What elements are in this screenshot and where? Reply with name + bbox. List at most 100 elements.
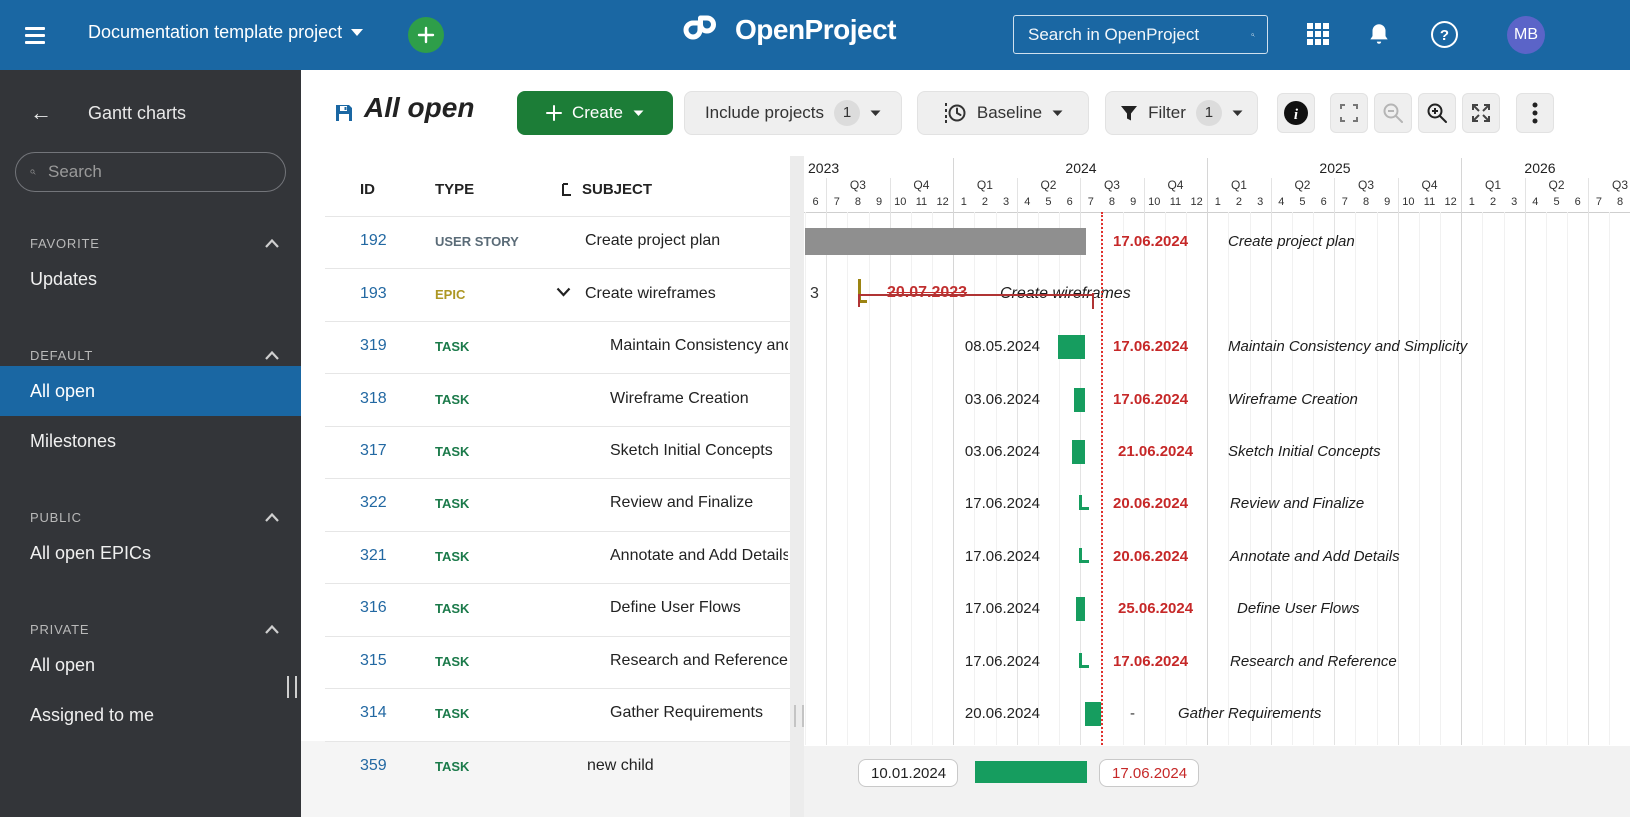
sidebar-search-input[interactable]: [46, 161, 271, 183]
timeline-month-label: 7: [833, 196, 840, 208]
zoom-out-icon: [1383, 103, 1403, 123]
gantt-edit-start-date-pill[interactable]: 10.01.2024: [858, 759, 958, 787]
timeline-gridline: [1249, 212, 1251, 745]
timeline-quarter-label: Q1: [976, 178, 993, 192]
work-package-subject[interactable]: Create project plan: [585, 232, 721, 250]
chevron-down-icon: [1052, 110, 1063, 116]
sidebar-resize-handle[interactable]: [287, 676, 297, 698]
gantt-bar[interactable]: [1076, 597, 1085, 622]
include-projects-button[interactable]: Include projects 1: [684, 91, 902, 135]
work-package-id-link[interactable]: 316: [360, 599, 387, 617]
epic-duration-line[interactable]: [858, 293, 1092, 296]
sidebar-item-assigned-to-me[interactable]: Assigned to me: [30, 705, 155, 725]
sidebar-section-label[interactable]: PUBLIC: [0, 506, 301, 528]
sidebar-search-box[interactable]: [15, 152, 286, 192]
gantt-bar-grouped[interactable]: [805, 228, 1086, 256]
work-package-subject[interactable]: Sketch Initial Concepts: [610, 442, 773, 460]
work-package-subject[interactable]: Review and Finalize: [610, 494, 754, 512]
timeline-month-label: 4: [1024, 196, 1031, 208]
sidebar-item-updates[interactable]: Updates: [30, 269, 98, 289]
work-package-id-link[interactable]: 359: [360, 756, 387, 774]
work-package-id-link[interactable]: 193: [360, 284, 387, 302]
project-selector[interactable]: Documentation template project: [88, 22, 364, 43]
gantt-bar[interactable]: [1085, 702, 1101, 727]
sidebar-section-label[interactable]: FAVORITE: [0, 232, 301, 254]
gantt-edit-bar[interactable]: [975, 761, 1087, 783]
create-button[interactable]: Create: [517, 91, 673, 135]
chevron-down-icon: [351, 29, 364, 36]
chevron-up-icon[interactable]: [265, 624, 279, 634]
chevron-up-icon[interactable]: [265, 350, 279, 360]
openproject-logo-text: OpenProject: [735, 14, 896, 45]
work-package-subject[interactable]: Create wireframes: [585, 284, 716, 302]
collapse-chevron-icon[interactable]: [556, 287, 571, 297]
gantt-bar[interactable]: [1074, 387, 1085, 412]
gantt-clamp-bar[interactable]: [1079, 495, 1089, 511]
gantt-clamp-bar[interactable]: [1079, 652, 1089, 668]
work-package-id-link[interactable]: 315: [360, 651, 387, 669]
work-package-subject[interactable]: Wireframe Creation: [610, 389, 749, 407]
user-avatar[interactable]: MB: [1507, 16, 1545, 54]
divider-drag-handle[interactable]: [794, 705, 804, 727]
table-timeline-divider[interactable]: [790, 156, 804, 817]
hamburger-menu-icon[interactable]: [22, 21, 50, 49]
work-package-id-link[interactable]: 318: [360, 389, 387, 407]
sidebar-section-label[interactable]: DEFAULT: [0, 344, 301, 366]
timeline-month-label: 3: [1511, 196, 1518, 208]
work-package-subject[interactable]: Gather Requirements: [610, 704, 763, 722]
work-package-id-link[interactable]: 192: [360, 232, 387, 250]
zoom-in-button[interactable]: [1418, 93, 1456, 133]
more-options-kebab-button[interactable]: [1516, 93, 1554, 133]
chevron-up-icon[interactable]: [265, 512, 279, 522]
timeline-header-gridline: [1207, 158, 1209, 212]
timeline-gridline: [1355, 212, 1357, 745]
column-header-id[interactable]: ID: [360, 181, 375, 198]
work-package-subject[interactable]: Annotate and Add Details: [610, 546, 788, 564]
work-package-id-link[interactable]: 319: [360, 337, 387, 355]
gantt-bar[interactable]: [1058, 335, 1085, 360]
work-package-id-link[interactable]: 321: [360, 546, 387, 564]
sidebar-item-all-open-epics[interactable]: All open EPICs: [30, 543, 152, 563]
zoom-auto-button[interactable]: [1330, 93, 1368, 133]
gantt-bar-label: Wireframe Creation: [1228, 390, 1358, 408]
filter-button[interactable]: Filter 1: [1105, 91, 1258, 135]
expand-view-button[interactable]: [1462, 93, 1500, 133]
openproject-logo[interactable]: OpenProject: [683, 14, 896, 46]
gantt-end-date: 25.06.2024: [1118, 600, 1194, 618]
column-header-subject[interactable]: SUBJECT: [582, 181, 653, 198]
back-arrow-icon[interactable]: ←: [30, 100, 52, 125]
gantt-clamp-bar[interactable]: [1079, 547, 1089, 563]
work-package-subject[interactable]: Maintain Consistency and Simplicity: [610, 337, 788, 355]
project-title: Documentation template project: [88, 22, 343, 42]
timeline-month-label: 2: [1489, 196, 1497, 208]
table-row-border: [325, 268, 790, 270]
gantt-info-button[interactable]: i: [1277, 93, 1315, 133]
zoom-out-button[interactable]: [1374, 93, 1412, 133]
gantt-bar-label: Gather Requirements: [1178, 705, 1322, 723]
chevron-up-icon[interactable]: [265, 238, 279, 248]
baseline-button[interactable]: Baseline: [917, 91, 1089, 135]
work-package-id-link[interactable]: 314: [360, 704, 387, 722]
help-icon[interactable]: ?: [1430, 20, 1458, 48]
notifications-bell-icon[interactable]: [1366, 21, 1394, 49]
save-view-icon[interactable]: [332, 101, 356, 125]
work-package-subject[interactable]: new child: [587, 756, 654, 774]
gantt-bar[interactable]: [1072, 440, 1085, 465]
work-package-id-link[interactable]: 322: [360, 494, 387, 512]
sidebar-item-milestones[interactable]: Milestones: [30, 431, 117, 451]
gantt-start-date: 17.06.2024: [964, 600, 1040, 618]
work-package-type: EPIC: [435, 286, 466, 302]
sidebar-item-all-open[interactable]: All open: [30, 655, 96, 675]
work-package-id-link[interactable]: 317: [360, 442, 387, 460]
gantt-edit-end-date-pill[interactable]: 17.06.2024: [1099, 759, 1199, 787]
chevron-down-icon: [1232, 110, 1243, 116]
work-package-subject[interactable]: Research and Reference: [610, 651, 788, 669]
work-package-subject[interactable]: Define User Flows: [610, 599, 741, 617]
modules-grid-icon[interactable]: [1305, 21, 1333, 49]
global-search-box[interactable]: [1013, 15, 1268, 54]
global-search-input[interactable]: [1026, 23, 1251, 46]
global-add-button[interactable]: [408, 17, 444, 53]
sidebar-item-all-open[interactable]: All open: [0, 366, 301, 416]
column-header-type[interactable]: TYPE: [435, 181, 475, 198]
sidebar-section-label[interactable]: PRIVATE: [0, 618, 301, 640]
